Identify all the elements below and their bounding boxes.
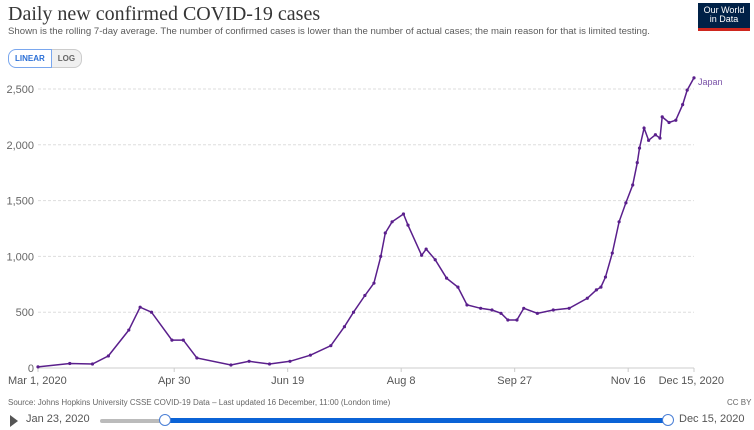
- data-point: [631, 183, 635, 187]
- y-tick-label: 0: [28, 363, 34, 375]
- data-point: [660, 115, 664, 119]
- data-point: [401, 212, 406, 216]
- data-point: [490, 308, 494, 312]
- data-point: [342, 325, 347, 329]
- data-point: [433, 258, 437, 262]
- data-point: [149, 310, 154, 314]
- x-tick-label: Nov 16: [611, 375, 646, 387]
- data-point: [603, 275, 608, 279]
- data-point: [479, 306, 483, 310]
- data-point: [383, 231, 387, 235]
- x-tick-label: Apr 30: [158, 375, 190, 387]
- data-point: [267, 362, 272, 366]
- data-point: [522, 306, 526, 310]
- data-point: [68, 361, 72, 366]
- data-point: [653, 133, 658, 137]
- x-tick-label: Sep 27: [497, 375, 532, 387]
- y-tick-label: 1,500: [6, 196, 34, 208]
- data-point: [36, 365, 40, 369]
- data-point: [515, 318, 519, 322]
- data-point: [351, 310, 356, 314]
- y-tick-label: 500: [16, 307, 34, 319]
- data-point: [535, 311, 539, 315]
- data-point: [170, 338, 174, 342]
- data-point: [642, 126, 646, 130]
- data-point: [363, 293, 367, 298]
- x-tick-label: Jun 19: [271, 375, 304, 387]
- data-point: [647, 138, 651, 142]
- timeline-end-label: Dec 15, 2020: [679, 413, 745, 425]
- data-point: [599, 285, 603, 289]
- chart-subtitle: Shown is the rolling 7-day average. The …: [8, 26, 650, 37]
- data-point: [329, 344, 333, 348]
- data-point: [617, 220, 621, 224]
- y-tick-label: 2,500: [6, 84, 34, 96]
- data-point: [308, 353, 312, 357]
- y-tick-label: 1,000: [6, 251, 34, 263]
- data-point: [90, 362, 95, 366]
- data-point: [681, 103, 685, 107]
- data-point: [379, 254, 383, 258]
- data-point: [506, 318, 510, 322]
- data-point: [390, 220, 394, 224]
- linear-scale-button[interactable]: LINEAR: [8, 49, 52, 68]
- data-point: [229, 363, 233, 367]
- data-point: [499, 311, 503, 315]
- data-point: [637, 146, 642, 150]
- series-line-japan: [37, 77, 695, 368]
- play-icon[interactable]: [10, 415, 18, 427]
- x-tick-label: Aug 8: [387, 375, 416, 387]
- data-point: [674, 118, 678, 122]
- data-point: [106, 354, 110, 358]
- scale-toggle: LINEAR LOG: [8, 49, 83, 68]
- data-point: [551, 308, 555, 312]
- timeline-start-handle[interactable]: [159, 414, 171, 426]
- license-link[interactable]: CC BY: [727, 398, 752, 407]
- x-tick-label: Mar 1, 2020: [8, 375, 67, 387]
- data-point: [138, 305, 142, 309]
- data-point: [424, 247, 428, 251]
- data-point: [658, 136, 662, 140]
- owid-logo[interactable]: Our World in Data: [698, 3, 750, 31]
- timeline-selected-range[interactable]: [165, 418, 668, 423]
- data-point: [406, 223, 410, 227]
- data-point: [685, 88, 689, 92]
- data-point: [692, 76, 696, 80]
- source-note: Source: Johns Hopkins University CSSE CO…: [8, 398, 391, 407]
- data-point: [635, 161, 639, 165]
- series-label-japan: Japan: [698, 77, 723, 87]
- data-point: [288, 359, 292, 363]
- chart-title: Daily new confirmed COVID-19 cases: [8, 3, 321, 25]
- timeline-end-handle[interactable]: [662, 414, 674, 426]
- data-point: [456, 285, 460, 289]
- data-point: [195, 356, 199, 360]
- y-tick-label: 2,000: [6, 140, 34, 152]
- x-tick-label: Dec 15, 2020: [659, 375, 724, 387]
- data-point: [610, 251, 614, 255]
- data-point: [181, 338, 185, 342]
- data-point: [372, 281, 376, 285]
- data-point: [420, 253, 424, 257]
- data-point: [465, 303, 469, 307]
- data-point: [594, 288, 598, 292]
- timeline-start-label: Jan 23, 2020: [26, 413, 90, 425]
- log-scale-button[interactable]: LOG: [51, 49, 83, 68]
- data-point: [247, 359, 251, 363]
- data-point: [667, 120, 671, 125]
- data-point: [127, 328, 131, 332]
- data-point: [624, 201, 628, 205]
- data-point: [444, 276, 449, 280]
- data-point: [585, 296, 589, 300]
- data-point: [567, 306, 571, 310]
